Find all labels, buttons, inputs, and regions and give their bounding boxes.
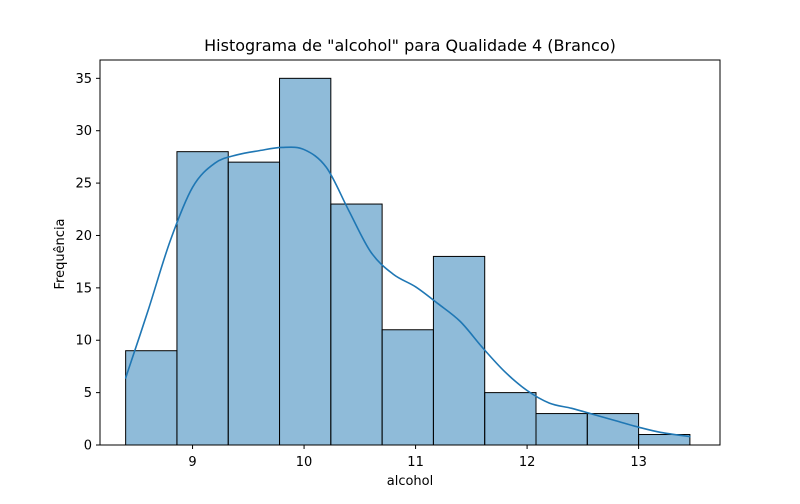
y-axis-label: Frequência (53, 218, 68, 289)
y-tick-label: 0 (84, 439, 92, 454)
x-tick-label: 11 (407, 455, 424, 470)
y-tick-label: 35 (75, 72, 92, 87)
kde-layer (124, 146, 691, 438)
histogram-bar-1 (125, 350, 178, 446)
axes-layer: 9 10 11 12 13 0 5 10 15 20 25 30 35 (75, 59, 721, 470)
x-tick-label: 10 (296, 455, 313, 470)
x-tick-label: 13 (630, 455, 647, 470)
histogram-bar-5 (330, 203, 383, 446)
x-tick-label: 9 (188, 455, 196, 470)
histogram-bar-7 (432, 255, 486, 446)
x-axis-label: alcohol (387, 474, 433, 489)
histogram-bar-3 (227, 161, 281, 446)
histogram-bar-2 (176, 151, 229, 446)
y-tick-label: 20 (75, 229, 92, 244)
kde-curve (124, 146, 691, 438)
chart-title: Histograma de "alcohol" para Qualidade 4… (204, 36, 616, 55)
x-tick-label: 12 (519, 455, 536, 470)
histogram-bar-9 (535, 413, 588, 446)
y-tick-label: 30 (75, 124, 92, 139)
y-tick-label: 25 (75, 177, 92, 192)
histogram-bar-8 (484, 392, 537, 446)
histogram-bar-6 (381, 329, 434, 446)
histogram-bar-4 (279, 77, 332, 446)
bars-layer (125, 77, 691, 446)
y-tick-label: 10 (75, 334, 92, 349)
y-tick-label: 5 (84, 386, 92, 401)
plot-frame (99, 59, 721, 446)
histogram-bar-10 (586, 413, 640, 446)
y-tick-label: 15 (75, 281, 92, 296)
